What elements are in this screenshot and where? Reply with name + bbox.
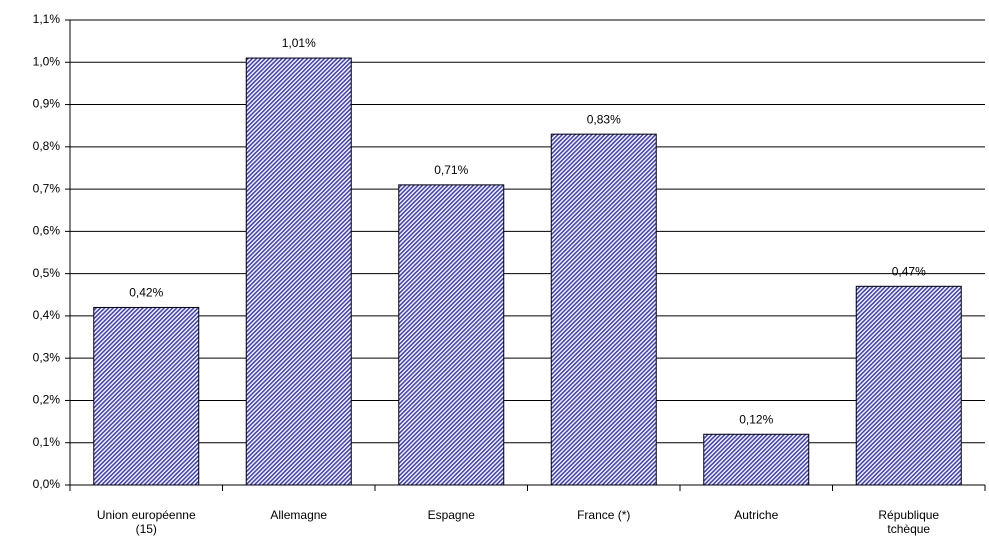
x-tick-label: Union européenne (15) [96, 508, 196, 536]
x-tick-label: Allemagne [270, 508, 328, 522]
x-tick-label: Autriche [734, 508, 779, 522]
y-tick-label: 0,2% [33, 393, 61, 407]
y-tick-label: 1,1% [33, 12, 61, 26]
y-tick-label: 0,7% [33, 181, 61, 195]
y-tick-label: 1,0% [33, 54, 61, 68]
bar [855, 285, 962, 486]
bar [398, 184, 505, 486]
bar [550, 133, 657, 486]
y-tick-label: 0,1% [33, 435, 61, 449]
value-label: 0,12% [739, 412, 773, 426]
bar [93, 306, 200, 486]
value-label: 1,01% [282, 36, 316, 50]
bar [703, 433, 810, 486]
value-label: 0,71% [434, 163, 468, 177]
value-label: 0,83% [587, 112, 621, 126]
x-tick-label: France (*) [577, 508, 631, 522]
y-tick-label: 0,4% [33, 308, 61, 322]
y-tick-label: 0,5% [33, 266, 61, 280]
y-tick-label: 0,9% [33, 97, 61, 111]
value-label: 0,42% [129, 286, 163, 300]
x-tick-label: République tchèque [878, 508, 940, 536]
bar [245, 57, 352, 486]
y-tick-label: 0,6% [33, 224, 61, 238]
x-tick-label: Espagne [427, 508, 475, 522]
y-tick-label: 0,3% [33, 350, 61, 364]
y-tick-label: 0,0% [33, 477, 61, 491]
y-tick-label: 0,8% [33, 139, 61, 153]
value-label: 0,47% [892, 264, 926, 278]
